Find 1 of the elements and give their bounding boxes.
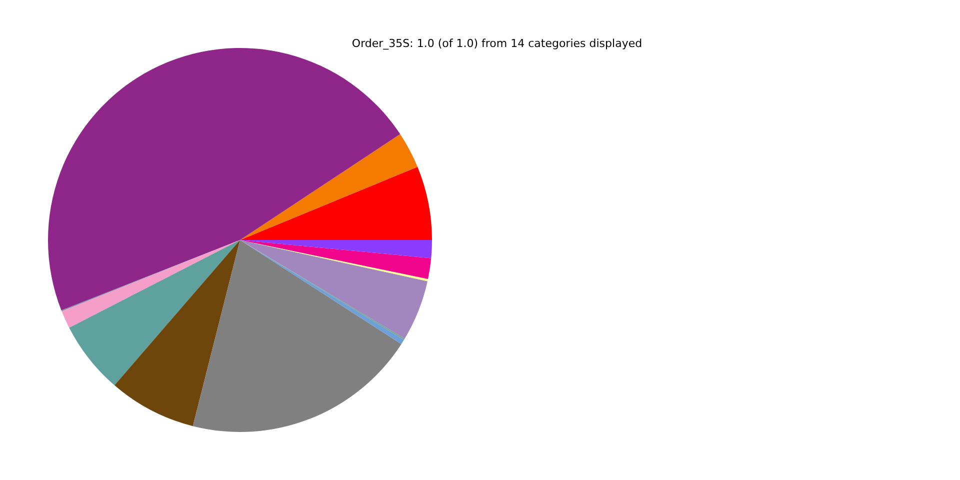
text: Order_35S: 1.0 (of 1.0) from 14 categories displayed: [352, 37, 642, 50]
